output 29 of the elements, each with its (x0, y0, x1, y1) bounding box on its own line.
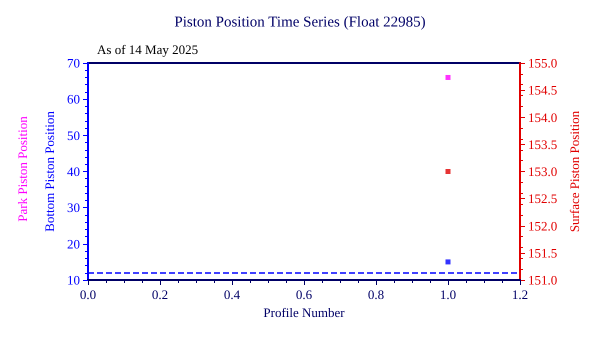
x-tick-label: 1.2 (512, 287, 528, 302)
y-tick-label: 50 (67, 128, 80, 143)
x-tick-label: 0.2 (152, 287, 168, 302)
y-tick-label: 20 (67, 236, 80, 252)
y-tick-label: 70 (67, 56, 80, 70)
chart-subtitle: As of 14 May 2025 (97, 42, 198, 57)
y2-tick-label: 154.0 (528, 110, 558, 125)
y-tick-label: 30 (67, 200, 80, 216)
x-axis-title: Profile Number (263, 304, 346, 320)
y2-tick-label: 155.0 (528, 56, 558, 70)
y-axis-title: Bottom Piston Position (42, 110, 58, 232)
y2-axis-title: Surface Piston Position (567, 110, 582, 232)
y-tick-label: 10 (67, 272, 80, 288)
x-tick-label: 1.0 (440, 287, 456, 302)
y2-tick-label: 151.0 (528, 272, 558, 288)
x-tick-label: 0.4 (224, 287, 241, 302)
x-tick-label: 0.6 (296, 287, 313, 302)
y2-tick-label: 154.5 (528, 82, 558, 98)
text: Park Piston Position (15, 116, 30, 222)
y-tick-label: 40 (67, 164, 80, 179)
chart-title: Piston Position Time Series (Float 22985) (174, 14, 426, 30)
y2-tick-label: 151.5 (528, 245, 558, 260)
x-tick-label: 0.8 (368, 287, 384, 302)
y-tick-label: 60 (67, 92, 80, 107)
y2-tick-label: 153.0 (528, 164, 558, 179)
y2-tick-label: 152.5 (528, 191, 558, 206)
y2-tick-label: 153.5 (528, 136, 558, 152)
x-tick-label: 0.0 (80, 287, 96, 302)
y2-tick-label: 152.0 (528, 218, 558, 234)
